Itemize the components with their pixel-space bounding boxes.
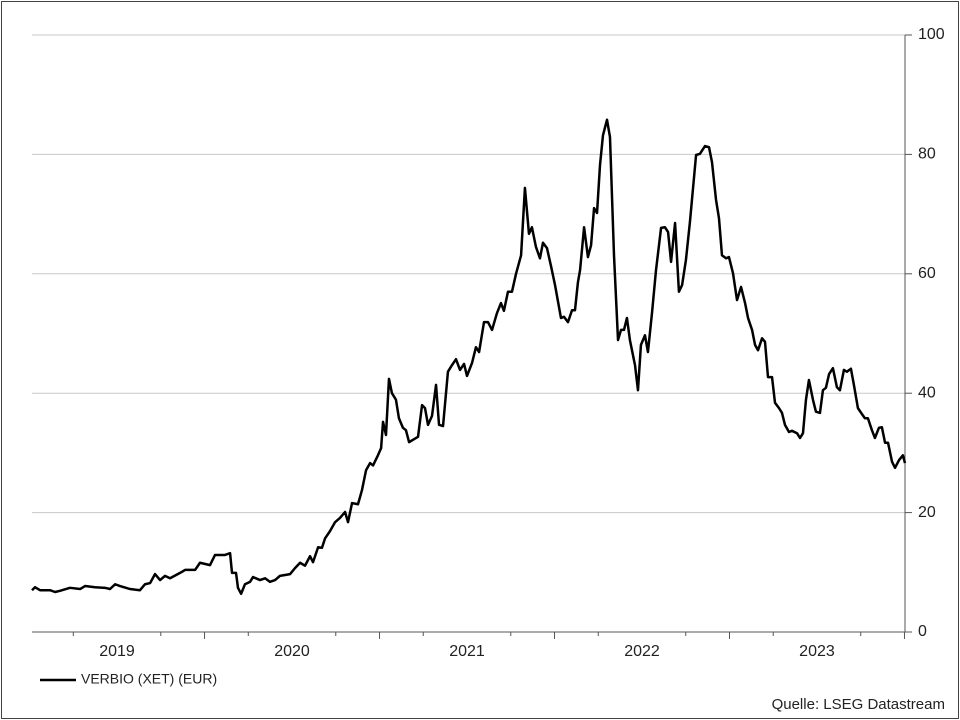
x-tick-label: 2021 (449, 643, 485, 660)
legend-label: VERBIO (XET) (EUR) (81, 671, 217, 687)
x-tick-label: 2019 (99, 643, 135, 660)
y-tick-label: 80 (918, 146, 936, 163)
y-tick-label: 20 (918, 504, 936, 521)
x-tick-label: 2020 (274, 643, 310, 660)
y-tick-label: 0 (918, 623, 927, 640)
y-tick-label: 40 (918, 384, 936, 401)
source-note: Quelle: LSEG Datastream (772, 696, 945, 713)
x-tick-label: 2022 (624, 643, 660, 660)
x-tick-label: 2023 (799, 643, 835, 660)
y-tick-label: 60 (918, 265, 936, 282)
price-line (31, 118, 907, 596)
y-tick-label: 100 (918, 26, 945, 43)
